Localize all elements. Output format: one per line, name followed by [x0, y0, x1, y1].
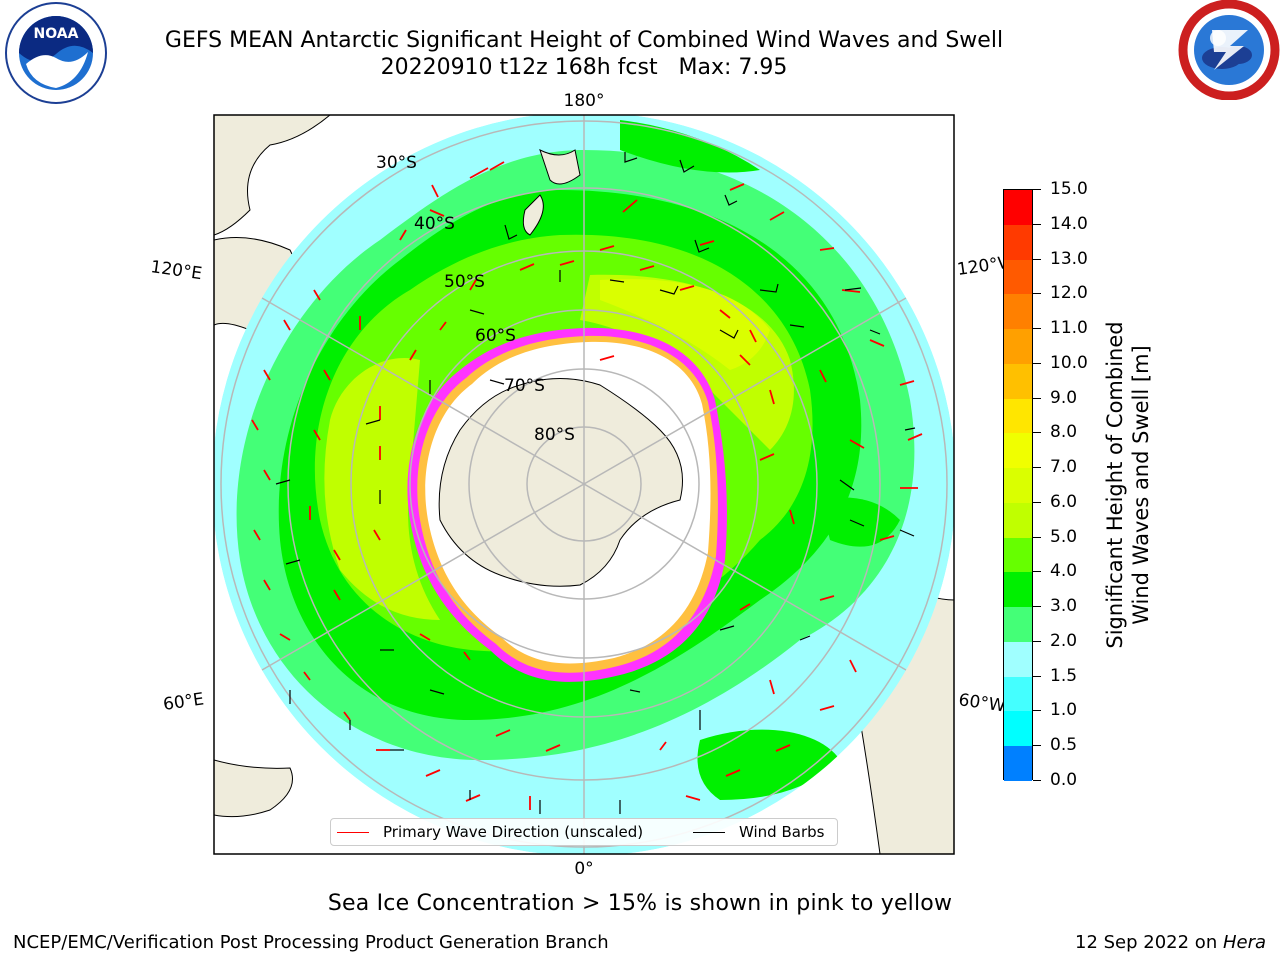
colorbar-tick — [1033, 606, 1041, 608]
colorbar-segment — [1004, 676, 1032, 712]
wave-direction-arrows — [251, 161, 923, 810]
wind-barb-swatch — [693, 832, 725, 833]
colorbar-tick — [1033, 467, 1041, 469]
colorbar-tick — [1033, 675, 1041, 677]
colorbar-segment — [1004, 363, 1032, 399]
colorbar-tick — [1033, 432, 1041, 434]
colorbar-tick — [1033, 397, 1041, 399]
colorbar-segment — [1004, 224, 1032, 260]
colorbar-segment — [1004, 502, 1032, 538]
lat-label-30s: 30°S — [376, 153, 417, 173]
colorbar-tick-label: 11.0 — [1050, 318, 1088, 339]
colorbar-tick — [1033, 536, 1041, 538]
footer-date: 12 Sep 2022 on Hera — [1075, 932, 1266, 953]
footer-machine: Hera — [1222, 932, 1266, 953]
colorbar-tick-label: 5.0 — [1050, 526, 1078, 547]
colorbar-title: Significant Height of Combined Wind Wave… — [1103, 321, 1153, 649]
colorbar-tick-label: 0.0 — [1050, 770, 1078, 790]
svg-text:NOAA: NOAA — [34, 26, 79, 42]
colorbar-segment — [1004, 641, 1032, 677]
colorbar-tick — [1033, 710, 1041, 712]
footer-credit: NCEP/EMC/Verification Post Processing Pr… — [13, 932, 609, 953]
wind-barb-legend-label: Wind Barbs — [739, 823, 825, 841]
colorbar-segment — [1004, 329, 1032, 364]
wave-direction-legend-label: Primary Wave Direction (unscaled) — [383, 823, 644, 841]
colorbar-segment — [1004, 572, 1032, 607]
colorbar-tick-label: 0.5 — [1050, 735, 1078, 756]
colorbar-tick — [1033, 745, 1041, 747]
lat-label-80s: 80°S — [534, 425, 575, 445]
colorbar-tick-label: 14.0 — [1050, 213, 1088, 234]
colorbar-tick-label: 10.0 — [1050, 352, 1088, 373]
colorbar-segment — [1004, 398, 1032, 434]
colorbar-tick-label: 4.0 — [1050, 561, 1078, 582]
colorbar-tick — [1033, 293, 1041, 295]
noaa-logo: NOAA — [5, 2, 107, 104]
colorbar-segment — [1004, 190, 1032, 225]
colorbar-tick — [1033, 223, 1041, 225]
colorbar-tick-label: 2.0 — [1050, 630, 1078, 651]
colorbar-tick-label: 15.0 — [1050, 179, 1088, 199]
lon-label-bottom: 0° — [574, 859, 593, 879]
colorbar-tick-label: 7.0 — [1050, 457, 1078, 478]
colorbar-segment — [1004, 433, 1032, 468]
chart-title: GEFS MEAN Antarctic Significant Height o… — [164, 28, 1004, 53]
colorbar-tick — [1033, 328, 1041, 330]
colorbar-tick — [1033, 780, 1041, 781]
colorbar-tick-label: 9.0 — [1050, 387, 1078, 408]
colorbar-segment — [1004, 746, 1032, 781]
colorbar-tick — [1033, 571, 1041, 573]
map-frame — [213, 114, 955, 855]
nws-logo — [1178, 0, 1280, 100]
lon-label-upper-left: 120°E — [149, 257, 203, 284]
colorbar-tick — [1033, 501, 1041, 503]
colorbar-segment — [1004, 711, 1032, 746]
land-nw — [214, 115, 331, 236]
colorbar-segment — [1004, 259, 1032, 295]
colorbar-tick-label: 12.0 — [1050, 283, 1088, 304]
lon-label-top: 180° — [564, 91, 605, 111]
colorbar-tick — [1033, 640, 1041, 642]
land-africa — [214, 759, 293, 818]
colorbar-segment — [1004, 294, 1032, 329]
colorbar-segment — [1004, 607, 1032, 642]
lat-label-40s: 40°S — [414, 214, 455, 234]
lon-label-lower-left: 60°E — [162, 689, 205, 714]
colorbar-tick-label: 3.0 — [1050, 596, 1078, 617]
map-legend: Primary Wave Direction (unscaled) Wind B… — [330, 818, 838, 846]
colorbar-tick — [1033, 258, 1041, 260]
wave-direction-swatch — [337, 832, 369, 833]
colorbar-tick — [1033, 362, 1041, 364]
antarctica — [438, 378, 683, 587]
lat-label-50s: 50°S — [444, 272, 485, 292]
wind-barbs — [275, 152, 916, 814]
lon-label-lower-right: 60°W — [957, 690, 1006, 716]
lat-label-60s: 60°S — [475, 326, 516, 346]
colorbar-tick-label: 6.0 — [1050, 491, 1078, 512]
colorbar-tick-label: 8.0 — [1050, 422, 1078, 443]
colorbar-segment — [1004, 537, 1032, 573]
sea-ice-note: Sea Ice Concentration > 15% is shown in … — [327, 891, 953, 916]
colorbar-tick-label: 13.0 — [1050, 248, 1088, 269]
lat-label-70s: 70°S — [504, 376, 545, 396]
colorbar-tick — [1033, 189, 1041, 190]
colorbar-tick-label: 1.0 — [1050, 700, 1078, 721]
colorbar-tick-label: 1.5 — [1050, 665, 1078, 686]
colorbar — [1003, 189, 1033, 781]
chart-subtitle: 20220910 t12z 168h fcst Max: 7.95 — [380, 55, 788, 80]
colorbar-segment — [1004, 468, 1032, 503]
